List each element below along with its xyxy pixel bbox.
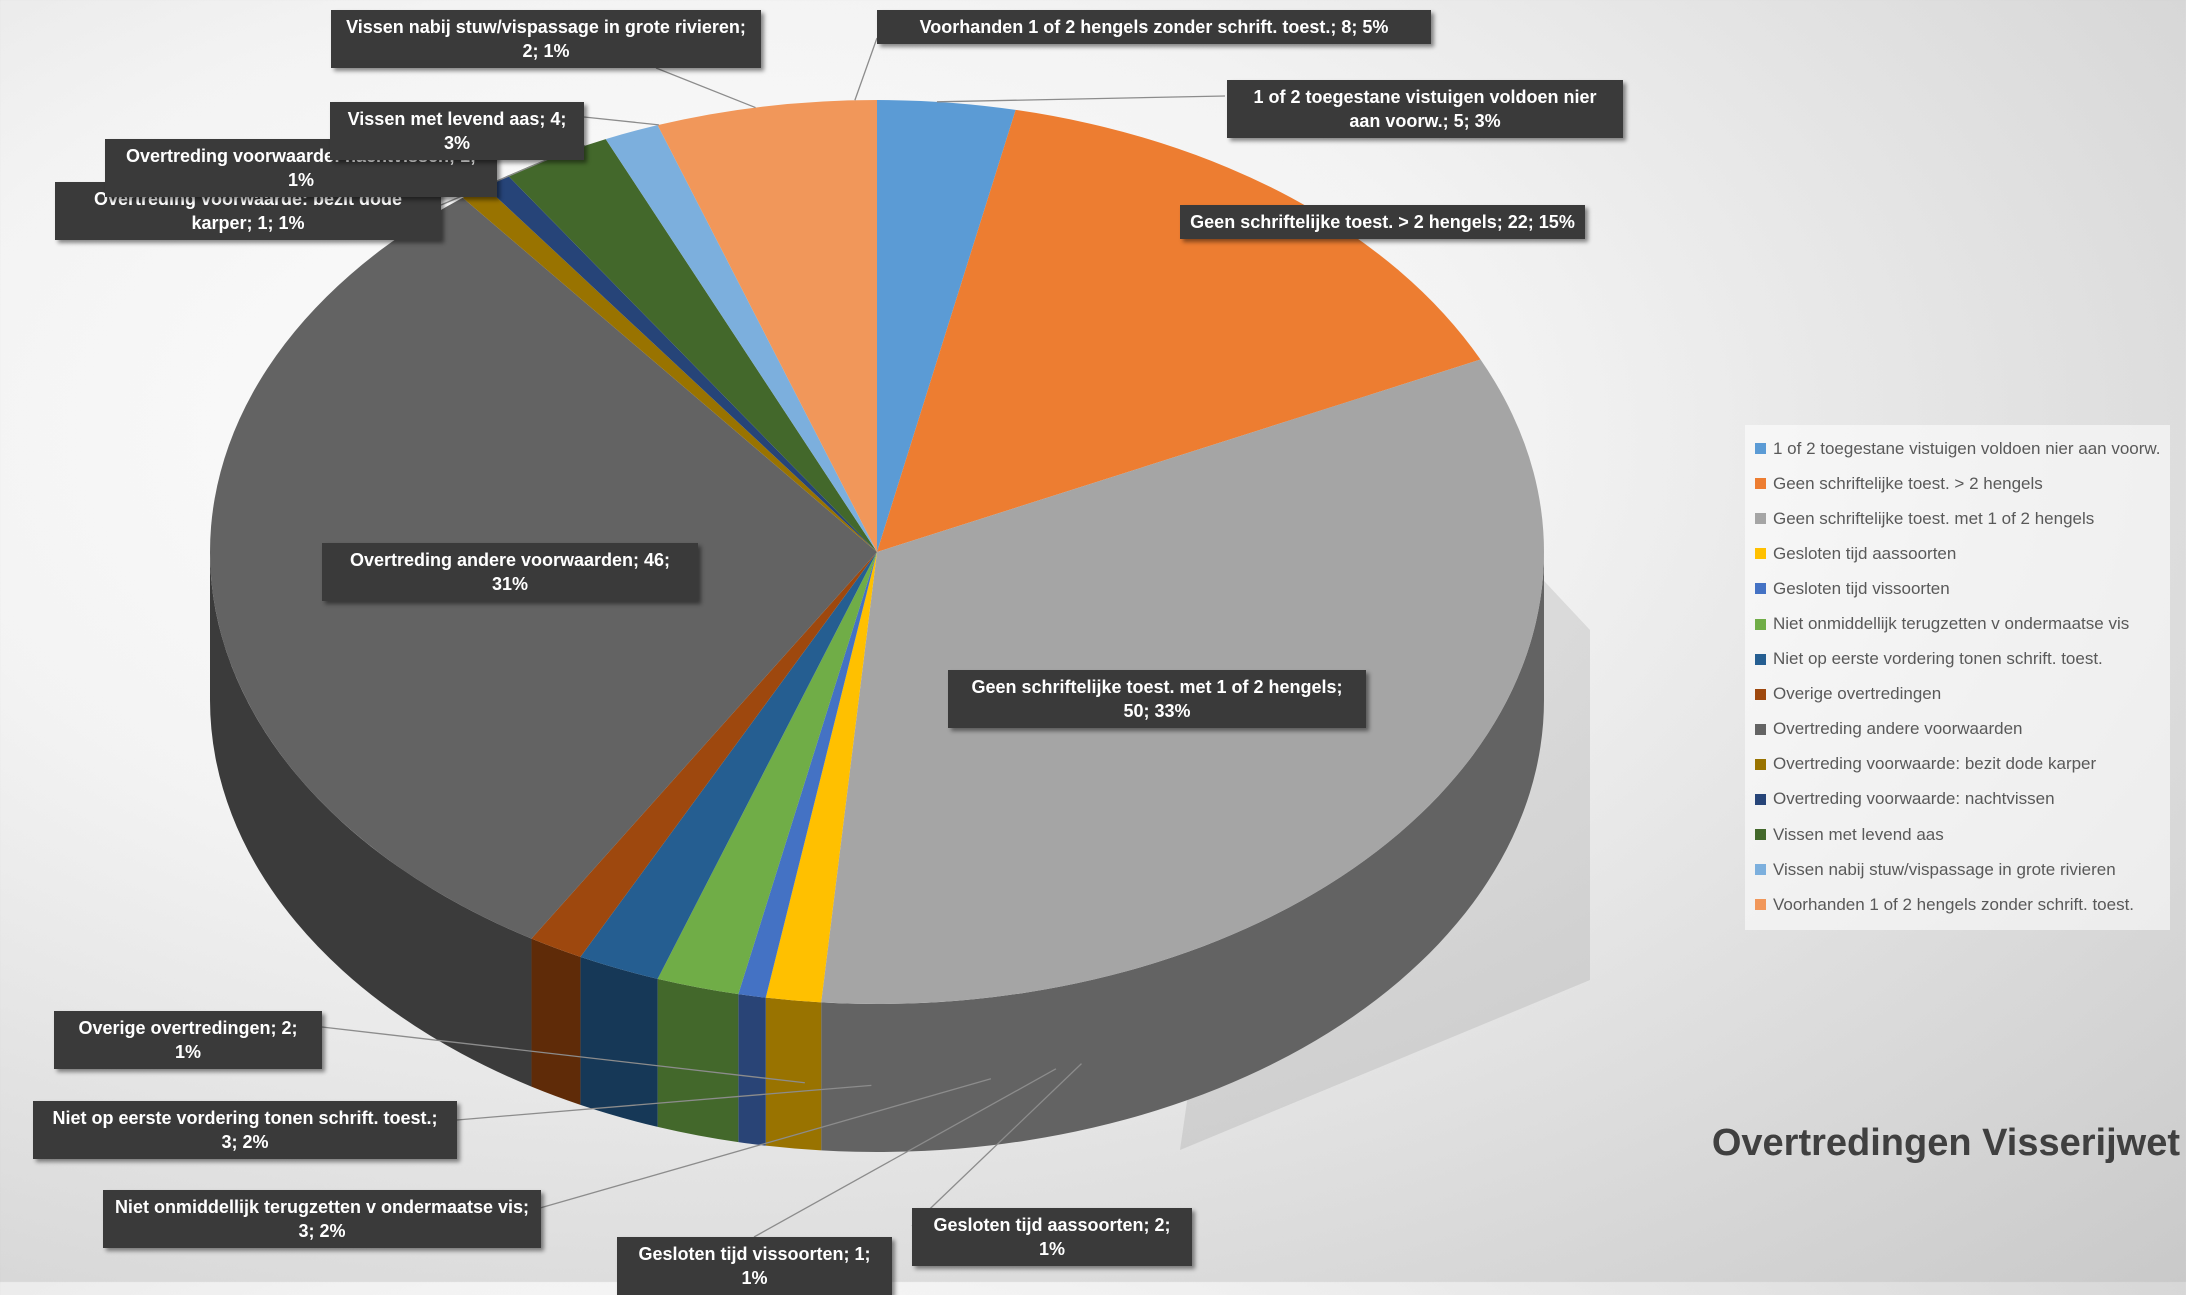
legend-label: Overtreding andere voorwaarden bbox=[1773, 719, 2023, 739]
data-label-niet-op-eerste-vordering-tonen-schrift-toest: Niet op eerste vordering tonen schrift. … bbox=[33, 1101, 457, 1159]
pie-slice-voorhanden-1-of-2-hengels-zonder-schrift-toest bbox=[657, 100, 877, 552]
legend-swatch bbox=[1755, 478, 1766, 490]
leader-line-vissen-met-levend-aas bbox=[583, 116, 659, 126]
pie-slice-overige-overtredingen bbox=[531, 552, 877, 957]
legend-item-overige-overtredingen: Overige overtredingen bbox=[1755, 677, 2162, 712]
legend-label: Gesloten tijd vissoorten bbox=[1773, 578, 1950, 598]
legend-item-geen-schriftelijke-toest-2-hengels: Geen schriftelijke toest. > 2 hengels bbox=[1755, 466, 2162, 501]
leader-line-vissen-nabij-stuw-vispassage-in-grote-rivieren bbox=[655, 67, 756, 109]
legend-swatch bbox=[1755, 548, 1766, 560]
legend-label: Geen schriftelijke toest. met 1 of 2 hen… bbox=[1773, 508, 2095, 528]
legend-label: Overtreding voorwaarde: bezit dode karpe… bbox=[1773, 754, 2097, 774]
pie-side-gesloten-tijd-aassoorten bbox=[765, 997, 822, 1151]
legend-item-geen-schriftelijke-toest-met-1-of-2-hengels: Geen schriftelijke toest. met 1 of 2 hen… bbox=[1755, 501, 2162, 536]
legend-label: Voorhanden 1 of 2 hengels zonder schrift… bbox=[1773, 894, 2135, 914]
pie-slice-vissen-nabij-stuw-vispassage-in-grote-rivieren bbox=[605, 125, 877, 553]
pie-slice-1-of-2-toegestane-vistuigen-voldoen-nier-aan-voorw bbox=[877, 100, 1016, 552]
data-label-overtreding-andere-voorwaarden: Overtreding andere voorwaarden; 46; 31% bbox=[322, 543, 698, 601]
pie-slice-overtreding-voorwaarde-nachtvissen bbox=[484, 175, 877, 552]
legend-swatch bbox=[1755, 864, 1766, 876]
legend-item-gesloten-tijd-aassoorten: Gesloten tijd aassoorten bbox=[1755, 536, 2162, 571]
data-label-geen-schriftelijke-toest-2-hengels: Geen schriftelijke toest. > 2 hengels; 2… bbox=[1180, 205, 1585, 239]
legend-swatch bbox=[1755, 758, 1766, 770]
legend-label: Niet op eerste vordering tonen schrift. … bbox=[1773, 649, 2103, 669]
data-label-niet-onmiddellijk-terugzetten-v-ondermaatse-vis: Niet onmiddellijk terugzetten v ondermaa… bbox=[103, 1190, 541, 1248]
legend-item-vissen-nabij-stuw-vispassage-in-grote-rivieren: Vissen nabij stuw/vispassage in grote ri… bbox=[1755, 852, 2162, 887]
chart-title: Overtredingen Visserijwet bbox=[1711, 1122, 2180, 1164]
legend-item-vissen-met-levend-aas: Vissen met levend aas bbox=[1755, 817, 2162, 852]
legend-item-overtreding-andere-voorwaarden: Overtreding andere voorwaarden bbox=[1755, 712, 2162, 747]
pie-slice-niet-op-eerste-vordering-tonen-schrift-toest bbox=[580, 552, 877, 979]
legend-label: Niet onmiddellijk terugzetten v ondermaa… bbox=[1773, 614, 2130, 634]
data-label-gesloten-tijd-aassoorten: Gesloten tijd aassoorten; 2; 1% bbox=[912, 1208, 1192, 1266]
legend-swatch bbox=[1755, 513, 1766, 525]
legend-swatch bbox=[1755, 583, 1766, 595]
legend-label: Geen schriftelijke toest. > 2 hengels bbox=[1773, 473, 2043, 493]
legend-swatch bbox=[1755, 443, 1766, 455]
pie-side-overige-overtredingen bbox=[531, 938, 581, 1105]
data-label-vissen-met-levend-aas: Vissen met levend aas; 4; 3% bbox=[330, 102, 584, 160]
leader-line-overige-overtredingen bbox=[321, 1026, 805, 1084]
legend-item-overtreding-voorwaarde-nachtvissen: Overtreding voorwaarde: nachtvissen bbox=[1755, 782, 2162, 817]
pie-slice-gesloten-tijd-vissoorten bbox=[738, 552, 877, 998]
pie-slice-niet-onmiddellijk-terugzetten-v-ondermaatse-vis bbox=[657, 552, 877, 995]
legend-swatch bbox=[1755, 899, 1766, 911]
legend-label: Overige overtredingen bbox=[1773, 684, 1942, 704]
leader-line-niet-op-eerste-vordering-tonen-schrift-toest bbox=[456, 1084, 872, 1121]
legend-item-niet-onmiddellijk-terugzetten-v-ondermaatse-vis: Niet onmiddellijk terugzetten v ondermaa… bbox=[1755, 606, 2162, 641]
data-label-geen-schriftelijke-toest-met-1-of-2-hengels: Geen schriftelijke toest. met 1 of 2 hen… bbox=[948, 670, 1366, 728]
data-label-voorhanden-1-of-2-hengels-zonder-schrift-toest: Voorhanden 1 of 2 hengels zonder schrift… bbox=[877, 10, 1431, 44]
pie-side-niet-onmiddellijk-terugzetten-v-ondermaatse-vis bbox=[657, 978, 739, 1143]
leader-line-gesloten-tijd-vissoorten bbox=[753, 1068, 1057, 1238]
legend-item-gesloten-tijd-vissoorten: Gesloten tijd vissoorten bbox=[1755, 571, 2162, 606]
data-label-gesloten-tijd-vissoorten: Gesloten tijd vissoorten; 1; 1% bbox=[617, 1237, 892, 1295]
pie-slice-gesloten-tijd-aassoorten bbox=[765, 552, 877, 1003]
legend-item-voorhanden-1-of-2-hengels-zonder-schrift-toest: Voorhanden 1 of 2 hengels zonder schrift… bbox=[1755, 887, 2162, 922]
pie-slice-overtreding-voorwaarde-bezit-dode-karper bbox=[462, 186, 877, 552]
legend-item-niet-op-eerste-vordering-tonen-schrift-toest: Niet op eerste vordering tonen schrift. … bbox=[1755, 642, 2162, 677]
data-label-vissen-nabij-stuw-vispassage-in-grote-rivieren: Vissen nabij stuw/vispassage in grote ri… bbox=[331, 10, 761, 68]
leader-line-gesloten-tijd-aassoorten bbox=[911, 1063, 1082, 1227]
pie-slice-vissen-met-levend-aas bbox=[507, 139, 877, 552]
legend-item-overtreding-voorwaarde-bezit-dode-karper: Overtreding voorwaarde: bezit dode karpe… bbox=[1755, 747, 2162, 782]
legend: 1 of 2 toegestane vistuigen voldoen nier… bbox=[1745, 425, 2170, 931]
leader-line-voorhanden-1-of-2-hengels-zonder-schrift-toest bbox=[854, 37, 878, 101]
pie-side-gesloten-tijd-vissoorten bbox=[738, 994, 766, 1146]
legend-label: Gesloten tijd aassoorten bbox=[1773, 543, 1957, 563]
pie-side-niet-op-eerste-vordering-tonen-schrift-toest bbox=[580, 956, 658, 1127]
data-label-overige-overtredingen: Overige overtredingen; 2; 1% bbox=[54, 1011, 322, 1069]
legend-item-1-of-2-toegestane-vistuigen-voldoen-nier-aan-voorw: 1 of 2 toegestane vistuigen voldoen nier… bbox=[1755, 431, 2162, 466]
leader-line-1-of-2-toegestane-vistuigen-voldoen-nier-aan-voorw bbox=[936, 95, 1226, 103]
data-label-1-of-2-toegestane-vistuigen-voldoen-nier-aan-voorw: 1 of 2 toegestane vistuigen voldoen nier… bbox=[1227, 80, 1623, 138]
legend-swatch bbox=[1755, 793, 1766, 805]
pie-side-geen-schriftelijke-toest-met-1-of-2-hengels bbox=[821, 552, 1545, 1152]
legend-label: Overtreding voorwaarde: nachtvissen bbox=[1773, 789, 2055, 809]
legend-swatch bbox=[1755, 618, 1766, 630]
legend-label: Vissen met levend aas bbox=[1773, 824, 1944, 844]
legend-swatch bbox=[1755, 688, 1766, 700]
legend-label: Vissen nabij stuw/vispassage in grote ri… bbox=[1773, 859, 2116, 879]
pie-side-overtreding-andere-voorwaarden bbox=[210, 552, 532, 1087]
legend-swatch bbox=[1755, 723, 1766, 735]
legend-swatch bbox=[1755, 653, 1766, 665]
leader-line-niet-onmiddellijk-terugzetten-v-ondermaatse-vis bbox=[539, 1078, 992, 1209]
legend-swatch bbox=[1755, 829, 1766, 841]
legend-label: 1 of 2 toegestane vistuigen voldoen nier… bbox=[1773, 438, 2161, 458]
